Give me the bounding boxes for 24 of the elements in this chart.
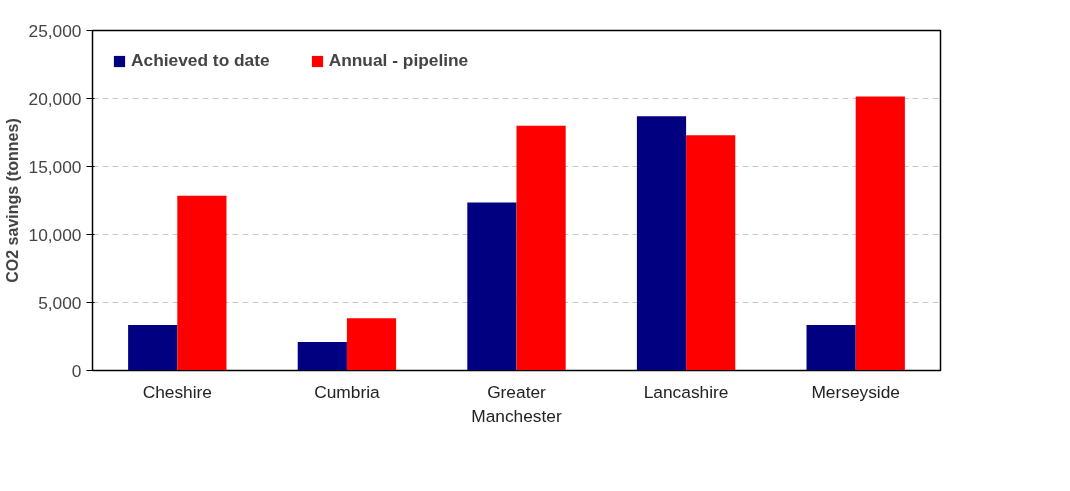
x-tick-label: Cumbria (314, 381, 380, 402)
x-tick-label: Greater Manchester (471, 381, 562, 426)
x-tick-label: Cheshire (142, 381, 212, 402)
bar (128, 324, 178, 371)
bar (636, 116, 687, 371)
bar (855, 96, 905, 371)
y-tick-label: 20,000 (28, 88, 82, 109)
bar (806, 324, 856, 371)
y-tick-label: 25,000 (28, 20, 82, 41)
bar (346, 318, 397, 371)
y-axis-title: CO2 savings (tonnes) (3, 118, 21, 283)
bar (467, 202, 517, 371)
bar (686, 135, 736, 371)
legend-label: Annual - pipeline (328, 50, 469, 71)
y-tick-label: 0 (71, 360, 82, 381)
bar (177, 195, 227, 371)
y-tick-label: 5,000 (38, 292, 82, 313)
x-tick-label: Merseyside (811, 381, 901, 402)
y-tick-label: 15,000 (28, 156, 82, 177)
y-tick-label: 10,000 (28, 224, 82, 245)
x-tick-label: Lancashire (643, 381, 729, 402)
legend-label: Achieved to date (131, 50, 270, 71)
bar (516, 125, 566, 371)
bar (297, 341, 347, 371)
